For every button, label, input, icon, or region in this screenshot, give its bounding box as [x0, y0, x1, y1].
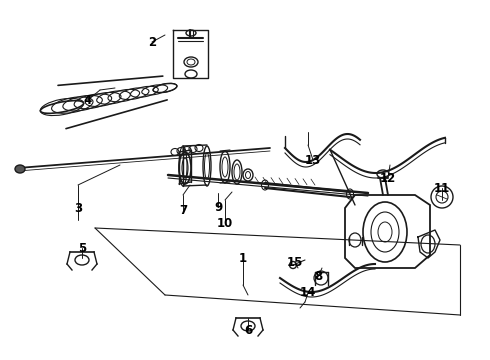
Text: 1: 1: [239, 252, 247, 265]
Text: 12: 12: [380, 171, 396, 185]
Text: 6: 6: [244, 324, 252, 337]
Text: 11: 11: [434, 181, 450, 194]
Text: 5: 5: [78, 242, 86, 255]
Ellipse shape: [15, 165, 25, 173]
Text: 7: 7: [179, 203, 187, 216]
Polygon shape: [345, 195, 430, 268]
Text: 4: 4: [84, 94, 92, 107]
Text: 2: 2: [148, 36, 156, 49]
Text: 8: 8: [314, 270, 322, 284]
Text: 3: 3: [74, 202, 82, 215]
Text: 9: 9: [214, 201, 222, 213]
Text: 15: 15: [287, 256, 303, 269]
Text: 14: 14: [300, 287, 316, 300]
Text: 10: 10: [217, 216, 233, 230]
Text: 13: 13: [305, 153, 321, 166]
